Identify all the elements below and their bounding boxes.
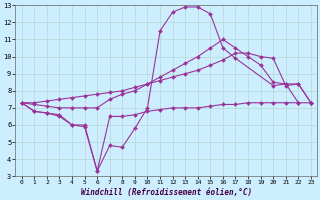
X-axis label: Windchill (Refroidissement éolien,°C): Windchill (Refroidissement éolien,°C) (81, 188, 252, 197)
